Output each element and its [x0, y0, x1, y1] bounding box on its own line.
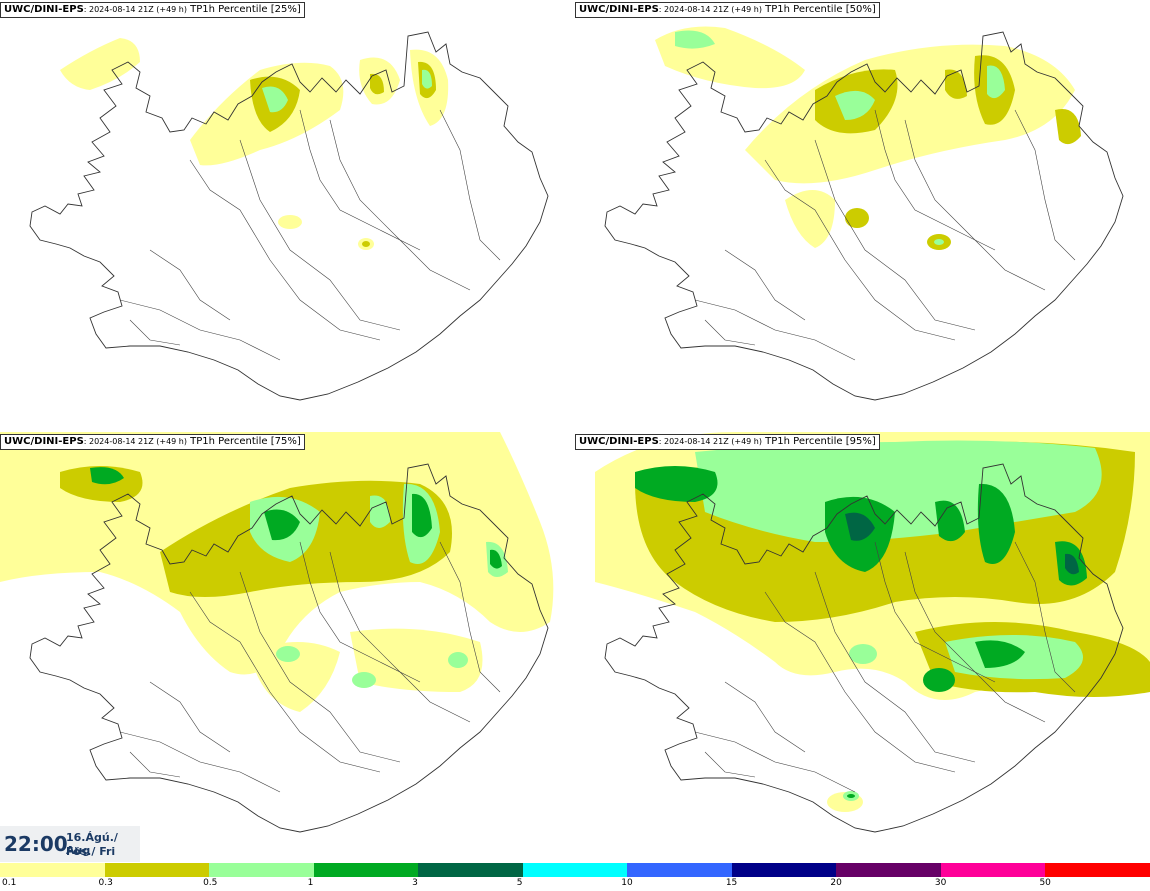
valid-time: 22:00 — [4, 832, 68, 856]
run-info: : 2024-08-14 21Z (+49 h) — [658, 5, 762, 14]
colorbar-segment — [522, 863, 628, 877]
run-info: : 2024-08-14 21Z (+49 h) — [658, 437, 762, 446]
map-panel-p50: UWC/DINI-EPS: 2024-08-14 21Z (+49 h) TP1… — [575, 0, 1150, 430]
map-panel-p95: UWC/DINI-EPS: 2024-08-14 21Z (+49 h) TP1… — [575, 432, 1150, 862]
colorbar-tick-label: 0.3 — [98, 878, 113, 888]
valid-weekday: Fös./ Fri — [66, 845, 116, 858]
panel-title: UWC/DINI-EPS: 2024-08-14 21Z (+49 h) TP1… — [575, 434, 880, 450]
colorbar-tick-label: 10 — [621, 878, 633, 888]
model-source: UWC/DINI-EPS — [4, 4, 84, 15]
colorbar-segment — [731, 863, 837, 877]
colorbar-tick-label: 20 — [830, 878, 842, 888]
colorbar-segment — [940, 863, 1046, 877]
colorbar-segment — [209, 863, 314, 877]
map-panel-p75: UWC/DINI-EPS: 2024-08-14 21Z (+49 h) TP1… — [0, 432, 575, 862]
precip-map-p25 — [29, 31, 549, 401]
panel-title: UWC/DINI-EPS: 2024-08-14 21Z (+49 h) TP1… — [575, 2, 880, 18]
valid-date: 16.Ágú./ Aug — [66, 831, 118, 857]
precip-map-p95 — [595, 432, 1150, 833]
variable-label: TP1h Percentile [95%] — [761, 436, 876, 447]
colorbar-segment — [418, 863, 523, 877]
panel-title: UWC/DINI-EPS: 2024-08-14 21Z (+49 h) TP1… — [0, 2, 305, 18]
colorbar-segment — [627, 863, 732, 877]
precip-fill — [0, 432, 554, 712]
colorbar-tick-label: 1 — [307, 878, 314, 888]
precip-fill — [655, 26, 1081, 250]
model-source: UWC/DINI-EPS — [579, 4, 659, 15]
panel-title: UWC/DINI-EPS: 2024-08-14 21Z (+49 h) TP1… — [0, 434, 305, 450]
run-info: : 2024-08-14 21Z (+49 h) — [83, 5, 187, 14]
precip-map-p75 — [0, 432, 554, 833]
run-info: : 2024-08-14 21Z (+49 h) — [83, 437, 187, 446]
colorbar-tick-label: 15 — [725, 878, 738, 888]
colorbar-labels: 0.1 0.3 0.5 1 3 5 10 15 20 30 50 — [0, 877, 1150, 891]
precip-map-p50 — [604, 26, 1124, 401]
precip-fill — [595, 432, 1150, 812]
variable-label: TP1h Percentile [25%] — [186, 4, 301, 15]
colorbar-segment — [836, 863, 941, 877]
colorbar-tick-label: 0.1 — [2, 878, 17, 888]
variable-label: TP1h Percentile [50%] — [761, 4, 876, 15]
precip-fill — [60, 38, 449, 250]
colorbar-tick-label: 0.5 — [203, 878, 218, 888]
model-source: UWC/DINI-EPS — [579, 436, 659, 447]
map-panel-p25: UWC/DINI-EPS: 2024-08-14 21Z (+49 h) TP1… — [0, 0, 575, 430]
colorbar-segment — [0, 863, 105, 877]
colorbar-segment — [1045, 863, 1150, 877]
model-source: UWC/DINI-EPS — [4, 436, 84, 447]
colorbar-tick-label: 5 — [516, 878, 523, 888]
colorbar-tick-label: 30 — [934, 878, 947, 888]
colorbar-tick-label: 3 — [412, 878, 418, 888]
variable-label: TP1h Percentile [75%] — [186, 436, 301, 447]
colorbar-tick-label: 50 — [1039, 878, 1051, 888]
colorbar — [0, 863, 1150, 877]
valid-time-box: 22:00 16.Ágú./ Aug Fös./ Fri — [0, 826, 140, 862]
colorbar-segment — [104, 863, 210, 877]
colorbar-segment — [313, 863, 419, 877]
